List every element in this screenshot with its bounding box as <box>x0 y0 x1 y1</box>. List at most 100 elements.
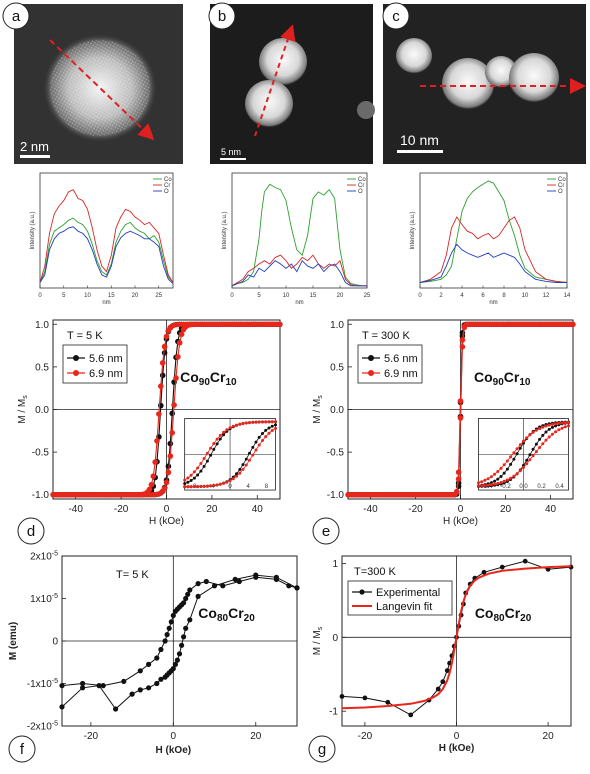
inset-data-point <box>202 484 206 488</box>
inset-data-point <box>550 432 554 436</box>
scale-label-c: 10 nm <box>400 132 439 148</box>
temperature-label: T=300 K <box>354 566 397 578</box>
inset-x-tick-label: 0.4 <box>555 484 564 490</box>
y-tick-label: 0.0 <box>330 405 344 416</box>
inset-data-point <box>261 439 264 442</box>
inset-data-point <box>241 463 245 467</box>
y-tick-label: -1.0 <box>32 490 50 501</box>
data-point <box>154 438 160 444</box>
inset-data-point <box>518 446 522 450</box>
inset-data-point <box>274 426 277 430</box>
inset-data-point <box>199 469 203 473</box>
x-tick-label: -40 <box>363 504 378 515</box>
data-point <box>175 354 181 360</box>
inset-data-point <box>541 425 545 429</box>
legend-swatch-marker <box>368 370 374 376</box>
inset-data-point <box>493 472 497 476</box>
x-tick-label: 10 <box>522 293 529 299</box>
inset-data-point <box>531 454 535 458</box>
data-point <box>154 680 160 687</box>
inset-data-point <box>502 463 506 467</box>
x-tick-label: 0 <box>454 731 460 742</box>
scale-bar-c <box>397 150 443 153</box>
inset-data-point <box>563 425 567 429</box>
inset-data-point <box>534 428 538 432</box>
inset-data-point <box>534 450 538 454</box>
inset-data-point <box>257 443 261 447</box>
x-axis-label: nm <box>489 300 497 306</box>
inset-data-point <box>541 433 545 437</box>
inset-data-point <box>215 442 219 446</box>
inset-data-point <box>251 453 255 457</box>
inset-data-point <box>241 467 245 471</box>
inset-data-point <box>248 451 251 455</box>
data-point <box>187 587 193 593</box>
series-line-langevin-fit <box>341 565 572 710</box>
x-tick-label: 20 <box>337 293 344 299</box>
inset-data-point <box>238 468 242 471</box>
inset-data-point <box>274 420 277 424</box>
profile-path-arrow-a <box>49 39 155 141</box>
data-point <box>146 685 152 691</box>
x-tick-label: 20 <box>206 504 218 515</box>
inset-data-point <box>244 463 248 467</box>
inset-data-point <box>264 420 268 424</box>
inset-data-point <box>483 484 487 487</box>
inset-data-point <box>264 435 268 439</box>
x-tick-label: 0 <box>458 504 464 515</box>
inset-data-point <box>257 435 261 439</box>
inset-data-point <box>489 483 493 487</box>
inset-data-point <box>528 433 532 437</box>
image-panel-c: 10 nm c <box>382 2 586 164</box>
x-tick-label: -20 <box>408 504 423 515</box>
y-axis-label: Intensity (a.u.) <box>410 211 416 249</box>
inset-data-point <box>218 437 222 441</box>
x-tick-label: 8 <box>502 293 506 299</box>
inset-data-point <box>522 439 525 443</box>
data-point <box>162 638 168 644</box>
inset-data-point <box>215 483 219 487</box>
inset-data-point <box>235 472 238 476</box>
data-point <box>294 585 300 591</box>
panel-letter-badge <box>17 517 45 545</box>
data-point <box>159 360 166 366</box>
inset-data-point <box>518 469 522 473</box>
x-axis-label: H (kOe) <box>149 516 184 527</box>
legend-swatch-marker <box>368 355 374 361</box>
inset-data-point <box>496 477 500 481</box>
inset-data-point <box>534 442 538 446</box>
data-point <box>253 572 259 578</box>
legend-label: 6.9 nm <box>384 368 418 380</box>
x-axis-label: nm <box>295 300 303 306</box>
composition-label: Co80Cr20 <box>475 605 532 624</box>
x-tick-label: 0 <box>38 293 42 299</box>
data-point <box>195 581 201 587</box>
inset-data-point <box>235 474 238 478</box>
data-point <box>195 593 201 600</box>
data-point <box>158 383 164 390</box>
y-axis-label: Intensity (a.u.) <box>222 211 228 249</box>
inset-data-point <box>531 430 535 434</box>
x-tick-label: 2 <box>439 293 443 299</box>
data-point <box>499 564 505 570</box>
inset-data-point <box>512 451 516 455</box>
inset-data-point <box>199 462 203 465</box>
inset-data-point <box>225 428 229 432</box>
data-point <box>167 453 174 459</box>
x-tick-label: 25 <box>155 293 162 299</box>
inset-data-point <box>196 473 200 477</box>
legend-swatch-marker <box>359 589 365 595</box>
inset-data-point <box>489 481 493 485</box>
inset-data-point <box>218 482 222 486</box>
inset-x-tick-label: 0 <box>228 484 232 490</box>
y-tick-label: 2x10-5 <box>30 551 58 563</box>
inset-data-point <box>254 440 258 444</box>
inset-data-point <box>199 484 203 488</box>
inset-data-point <box>499 475 503 478</box>
data-point <box>176 340 183 346</box>
legend-label: 5.6 nm <box>384 353 418 365</box>
x-tick-label: 0 <box>230 293 234 299</box>
inset-data-point <box>267 420 271 424</box>
legend-label-cr: Cr <box>558 183 564 189</box>
